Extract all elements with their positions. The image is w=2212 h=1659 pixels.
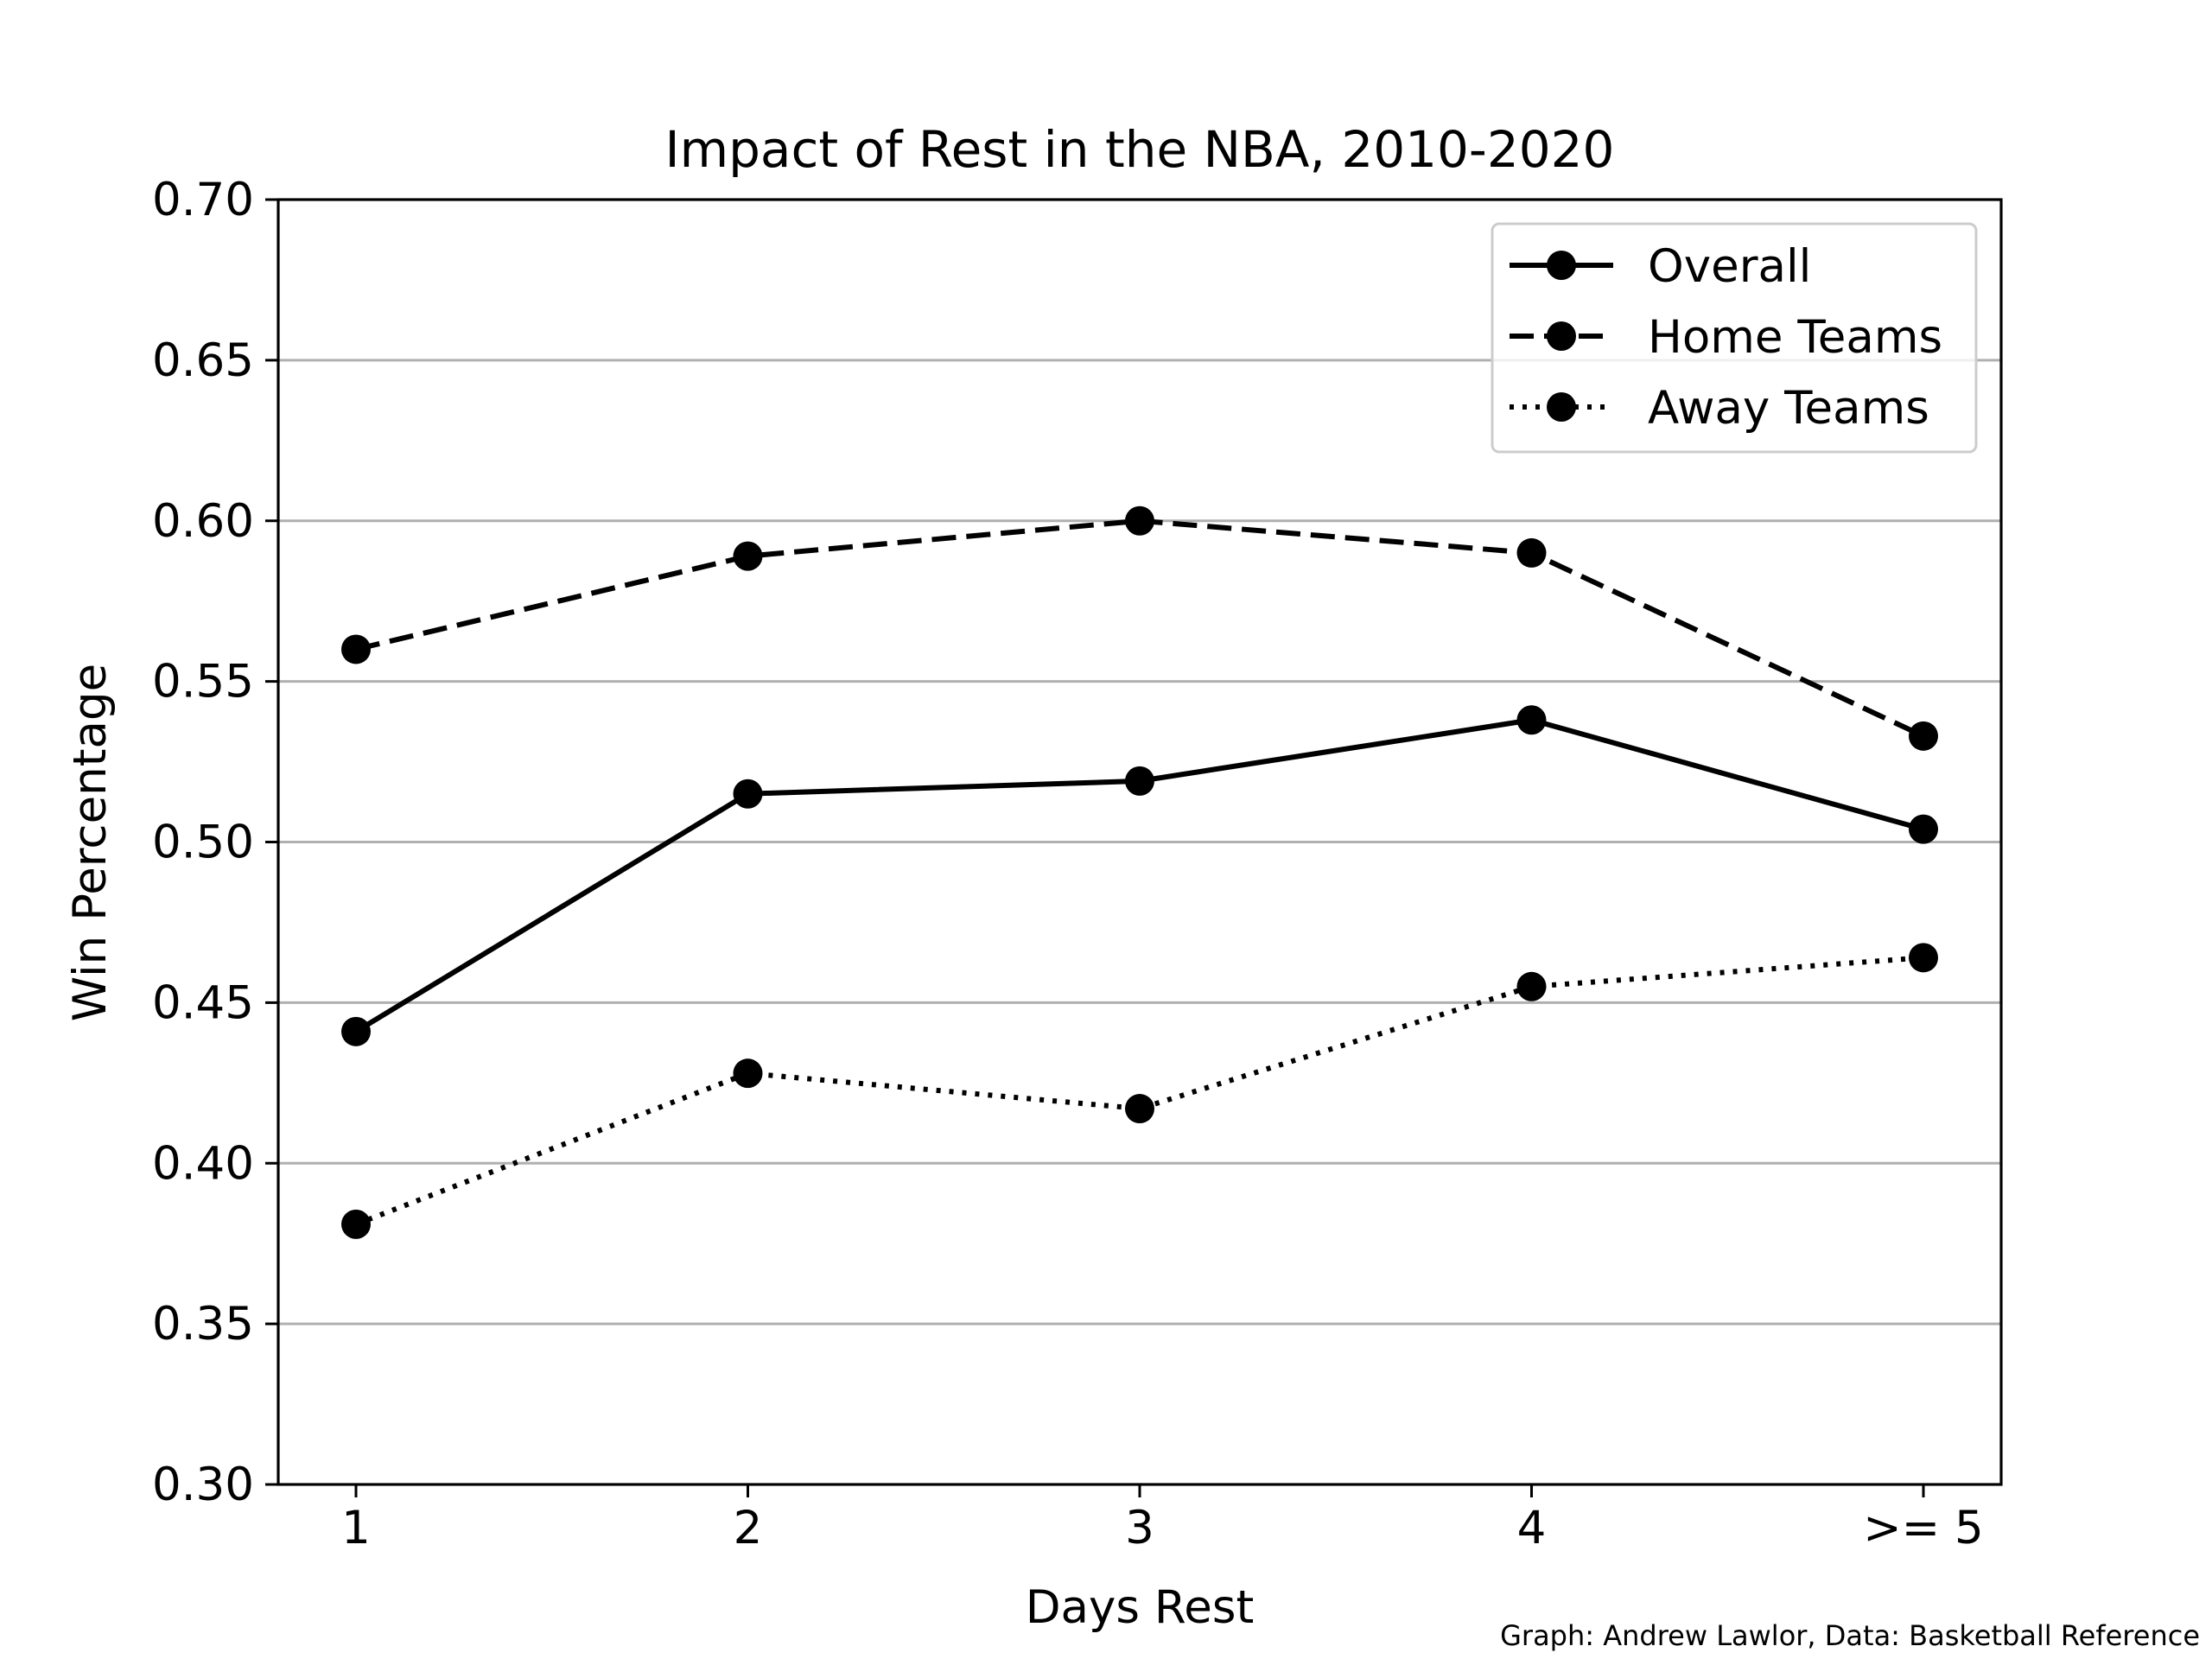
x-tick-label: >= 5 xyxy=(1863,1502,1983,1554)
chart-title: Impact of Rest in the NBA, 2010-2020 xyxy=(665,120,1615,179)
legend-box xyxy=(1491,222,1978,454)
y-tick-label: 0.40 xyxy=(152,1137,254,1190)
y-tick-label: 0.70 xyxy=(152,174,254,226)
data-point-overall xyxy=(1516,705,1547,735)
data-point-overall xyxy=(341,1016,371,1046)
x-tick-label: 2 xyxy=(734,1502,763,1554)
y-tick-label: 0.30 xyxy=(152,1459,254,1511)
y-tick-label: 0.65 xyxy=(152,334,254,387)
data-point-away-teams xyxy=(733,1058,763,1089)
x-tick-label: 3 xyxy=(1125,1502,1154,1554)
x-tick-label: 4 xyxy=(1517,1502,1547,1554)
data-point-home-teams xyxy=(733,541,763,571)
data-point-away-teams xyxy=(1516,971,1547,1001)
legend: Overall Home Teams Away Teams xyxy=(1491,222,1978,454)
data-point-home-teams xyxy=(1909,721,1938,751)
series-overall xyxy=(341,705,1938,1046)
data-point-home-teams xyxy=(1125,505,1154,536)
y-axis-label: Win Percentage xyxy=(64,664,117,1022)
source-annotation: Graph: Andrew Lawlor, Data: Basketball R… xyxy=(1500,1619,2200,1652)
y-tick-label: 0.45 xyxy=(152,976,254,1029)
data-point-home-teams xyxy=(1516,537,1547,568)
x-tick-label: 1 xyxy=(341,1502,371,1554)
y-tick-label: 0.55 xyxy=(152,656,254,709)
data-point-overall xyxy=(1909,814,1938,844)
y-tick-label: 0.50 xyxy=(152,817,254,869)
data-point-home-teams xyxy=(341,634,371,664)
legend-marker-home-teams xyxy=(1547,321,1576,351)
data-point-overall xyxy=(733,779,763,809)
legend-label-home-teams: Home Teams xyxy=(1648,311,1942,364)
legend-label-overall: Overall xyxy=(1648,240,1811,293)
series-home-teams xyxy=(341,505,1938,751)
legend-marker-overall xyxy=(1547,251,1576,280)
legend-label-away-teams: Away Teams xyxy=(1648,382,1929,435)
legend-marker-away-teams xyxy=(1547,392,1576,422)
x-axis-label: Days Rest xyxy=(1026,1581,1255,1634)
series-away-teams xyxy=(341,943,1938,1239)
axes: 0.30 0.35 0.40 0.45 0.50 0.55 0.60 0.65 0.70 1 2 3 4… xyxy=(152,174,1984,1554)
data-point-away-teams xyxy=(1909,943,1938,973)
series-layer xyxy=(341,505,1938,1239)
data-point-away-teams xyxy=(1125,1094,1154,1124)
data-point-away-teams xyxy=(341,1209,371,1239)
data-point-overall xyxy=(1125,766,1154,796)
y-tick-label: 0.60 xyxy=(152,495,254,548)
y-tick-label: 0.35 xyxy=(152,1298,254,1351)
